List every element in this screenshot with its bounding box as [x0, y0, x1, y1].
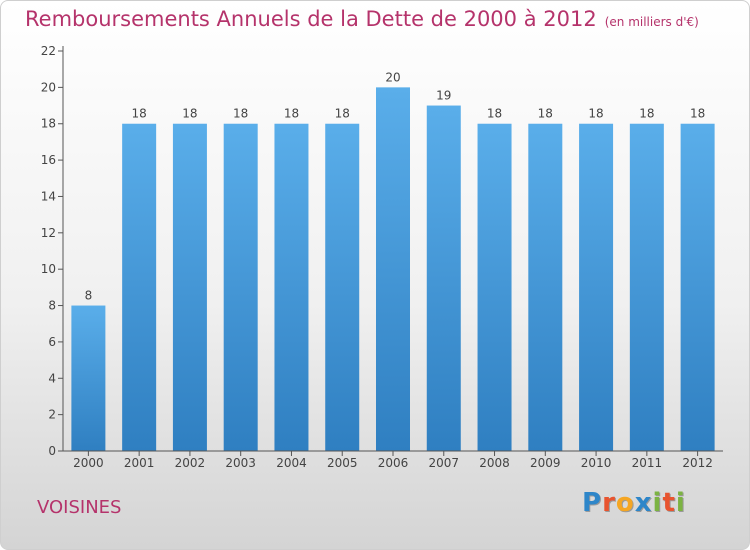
y-tick-label: 0 — [48, 444, 56, 458]
bar-value-label: 18 — [690, 107, 705, 121]
bar-2002 — [172, 123, 207, 452]
bar-2008 — [477, 123, 512, 452]
bar-2003 — [223, 123, 258, 452]
bar-2009 — [528, 123, 563, 452]
y-tick-label: 8 — [48, 299, 56, 313]
bar-value-label: 18 — [538, 107, 553, 121]
bar-value-label: 8 — [85, 289, 93, 303]
bar-2007 — [426, 105, 461, 451]
bar-2010 — [579, 123, 614, 452]
x-tick-label: 2004 — [276, 456, 307, 470]
bar-2005 — [325, 123, 360, 452]
bar-2001 — [122, 123, 157, 452]
bar-value-label: 18 — [182, 107, 197, 121]
bar-value-label: 18 — [335, 107, 350, 121]
bar-value-label: 18 — [284, 107, 299, 121]
y-tick-label: 16 — [41, 153, 56, 167]
bar-value-label: 18 — [487, 107, 502, 121]
y-tick-label: 4 — [48, 371, 56, 385]
x-tick-label: 2003 — [225, 456, 256, 470]
bar-value-label: 18 — [588, 107, 603, 121]
bar-2011 — [629, 123, 664, 452]
y-tick-label: 22 — [41, 44, 56, 58]
x-tick-label: 2002 — [175, 456, 206, 470]
y-tick-label: 12 — [41, 226, 56, 240]
chart-title: Remboursements Annuels de la Dette de 20… — [25, 7, 597, 31]
chart-unit: (en milliers d'€) — [604, 15, 699, 29]
x-tick-label: 2006 — [378, 456, 409, 470]
logo-letter: o — [615, 488, 635, 518]
x-tick-label: 2011 — [632, 456, 663, 470]
bar-value-label: 20 — [385, 70, 400, 84]
x-tick-label: 2000 — [73, 456, 104, 470]
y-tick-label: 2 — [48, 408, 56, 422]
y-tick-label: 20 — [41, 80, 56, 94]
y-tick-label: 18 — [41, 117, 56, 131]
y-tick-label: 10 — [41, 262, 56, 276]
x-tick-label: 2005 — [327, 456, 358, 470]
logo-letter: r — [602, 488, 616, 518]
logo-letter: i — [652, 488, 663, 518]
x-tick-label: 2012 — [682, 456, 713, 470]
logo-letter: i — [675, 488, 686, 518]
logo-letter: x — [634, 488, 653, 518]
proxiti-logo: Proxiti — [582, 488, 686, 518]
y-tick-label: 6 — [48, 335, 56, 349]
x-tick-label: 2010 — [581, 456, 612, 470]
bar-value-label: 19 — [436, 89, 451, 103]
x-tick-label: 2009 — [530, 456, 561, 470]
bar-value-label: 18 — [233, 107, 248, 121]
x-tick-label: 2008 — [479, 456, 510, 470]
bar-2000 — [71, 305, 106, 451]
x-tick-label: 2001 — [124, 456, 155, 470]
bar-value-label: 18 — [639, 107, 654, 121]
chart-title-block: Remboursements Annuels de la Dette de 20… — [25, 7, 699, 31]
bar-2004 — [274, 123, 309, 452]
logo-letter: P — [582, 488, 603, 518]
commune-name: VOISINES — [37, 497, 122, 518]
bar-value-label: 18 — [132, 107, 147, 121]
bar-2012 — [680, 123, 715, 452]
x-tick-label: 2007 — [428, 456, 459, 470]
y-tick-label: 14 — [41, 189, 56, 203]
bar-2006 — [376, 87, 410, 451]
logo-letter: t — [662, 488, 676, 518]
